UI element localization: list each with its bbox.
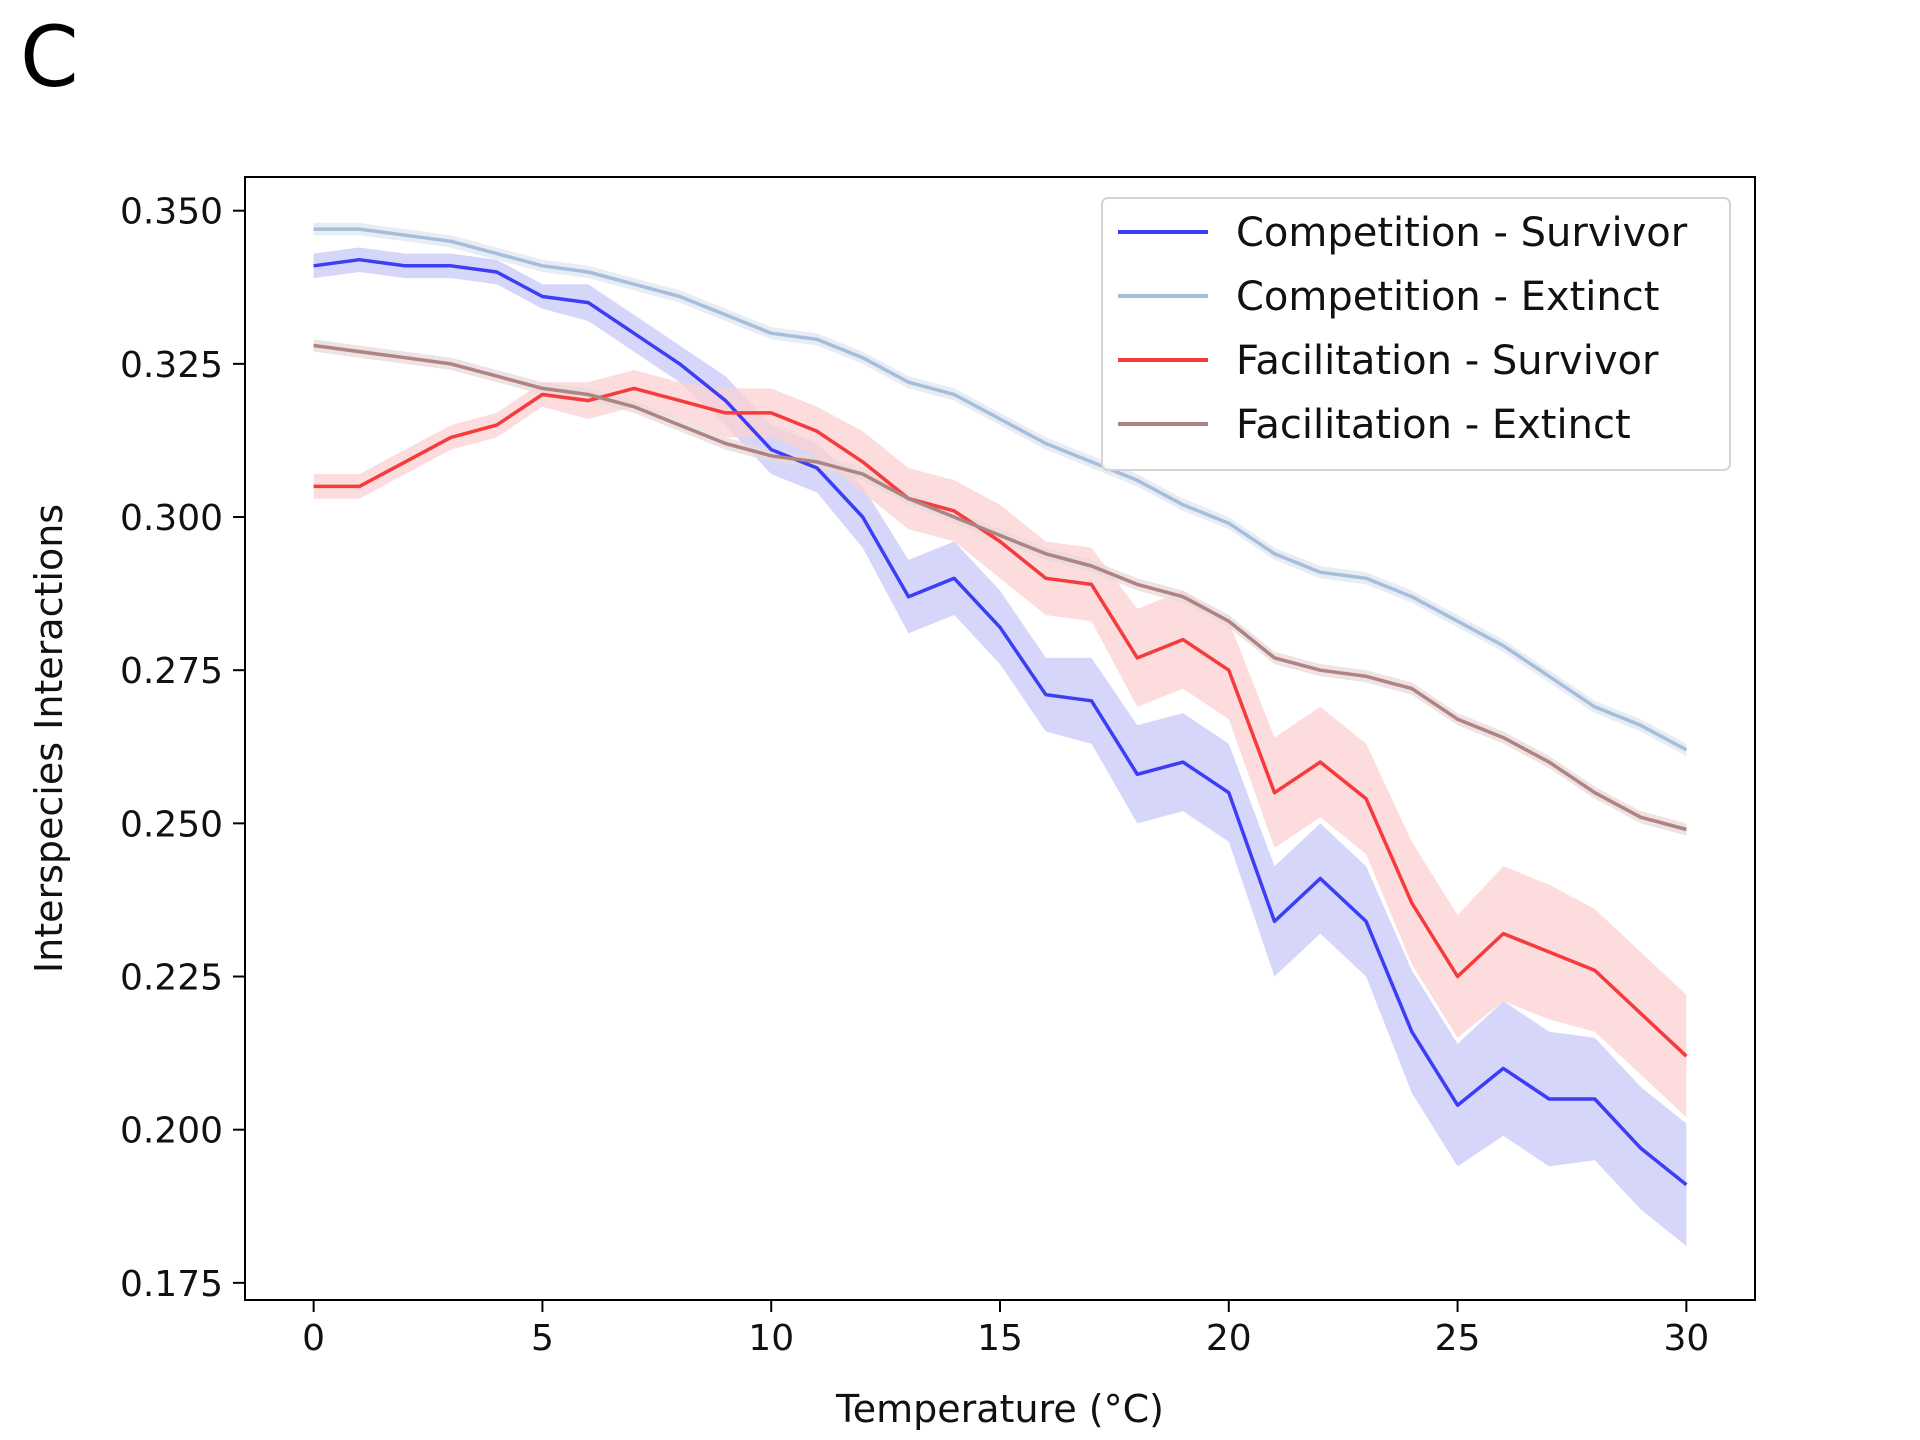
x-axis-label: Temperature (°C) bbox=[835, 1387, 1164, 1431]
y-tick-label: 0.200 bbox=[120, 1111, 223, 1152]
y-axis-label: Interspecies Interactions bbox=[27, 504, 71, 973]
legend-label: Competition - Survivor bbox=[1236, 210, 1688, 256]
x-tick-label: 20 bbox=[1206, 1318, 1252, 1359]
x-tick-label: 0 bbox=[302, 1318, 325, 1359]
y-tick-label: 0.175 bbox=[120, 1264, 223, 1305]
y-tick-label: 0.250 bbox=[120, 804, 223, 845]
x-tick-label: 10 bbox=[748, 1318, 794, 1359]
legend-box bbox=[1101, 197, 1731, 471]
confidence-band bbox=[313, 247, 1687, 1247]
series-line bbox=[313, 343, 1687, 832]
x-tick-label: 15 bbox=[977, 1318, 1023, 1359]
legend-label: Competition - Extinct bbox=[1236, 274, 1659, 320]
series-line bbox=[313, 257, 1688, 1187]
legend: Competition - Survivor Competition - Exti… bbox=[1101, 197, 1731, 471]
y-tick-label: 0.325 bbox=[120, 345, 223, 386]
x-tick-label: 30 bbox=[1663, 1318, 1709, 1359]
y-tick-label: 0.275 bbox=[120, 651, 223, 692]
y-axis: 0.175 0.200 0.225 0.250 0.275 0.300 0.325 0.350 bbox=[120, 192, 245, 1305]
series-line bbox=[313, 386, 1688, 1058]
series-line bbox=[313, 227, 1688, 752]
confidence-bands bbox=[313, 222, 1687, 1247]
panel-label: C bbox=[20, 8, 79, 106]
x-tick-label: 25 bbox=[1435, 1318, 1481, 1359]
x-tick-label: 5 bbox=[531, 1318, 554, 1359]
confidence-band bbox=[313, 370, 1687, 1118]
legend-label: Facilitation - Survivor bbox=[1236, 338, 1659, 384]
y-tick-label: 0.300 bbox=[120, 498, 223, 539]
legend-label: Facilitation - Extinct bbox=[1236, 402, 1631, 448]
x-axis: 0 5 10 15 20 25 30 bbox=[302, 1300, 1709, 1359]
series-lines bbox=[313, 227, 1688, 1187]
y-tick-label: 0.225 bbox=[120, 958, 223, 999]
y-tick-label: 0.350 bbox=[120, 192, 223, 233]
